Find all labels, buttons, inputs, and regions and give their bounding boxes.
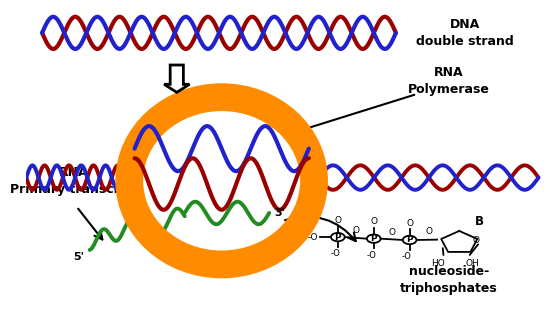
Text: O: O [472,236,480,245]
Text: RNA
Polymerase: RNA Polymerase [408,66,490,96]
Text: O: O [406,219,413,228]
Text: O: O [426,227,433,236]
Text: -O: -O [366,251,376,260]
Text: OH: OH [466,259,480,268]
Text: P: P [406,235,413,245]
Text: DNA
double strand: DNA double strand [416,18,513,48]
FancyArrow shape [164,65,189,92]
Text: 5': 5' [74,252,84,262]
Circle shape [367,234,381,243]
Text: -O: -O [402,252,412,261]
Text: O: O [388,228,395,237]
Text: -O: -O [308,233,318,242]
Text: RNA
Primary transcript: RNA Primary transcript [9,166,138,196]
Text: P: P [370,234,377,243]
Text: P: P [335,233,341,242]
Text: O: O [370,217,377,226]
Text: -O: -O [330,249,340,258]
Circle shape [331,233,345,241]
Text: HO: HO [431,259,445,268]
Text: nucleoside-
triphosphates: nucleoside- triphosphates [400,266,498,296]
Circle shape [403,236,416,244]
Text: 3': 3' [275,208,285,218]
Text: B: B [475,215,484,228]
Text: O: O [352,226,359,235]
Text: O: O [334,216,341,225]
